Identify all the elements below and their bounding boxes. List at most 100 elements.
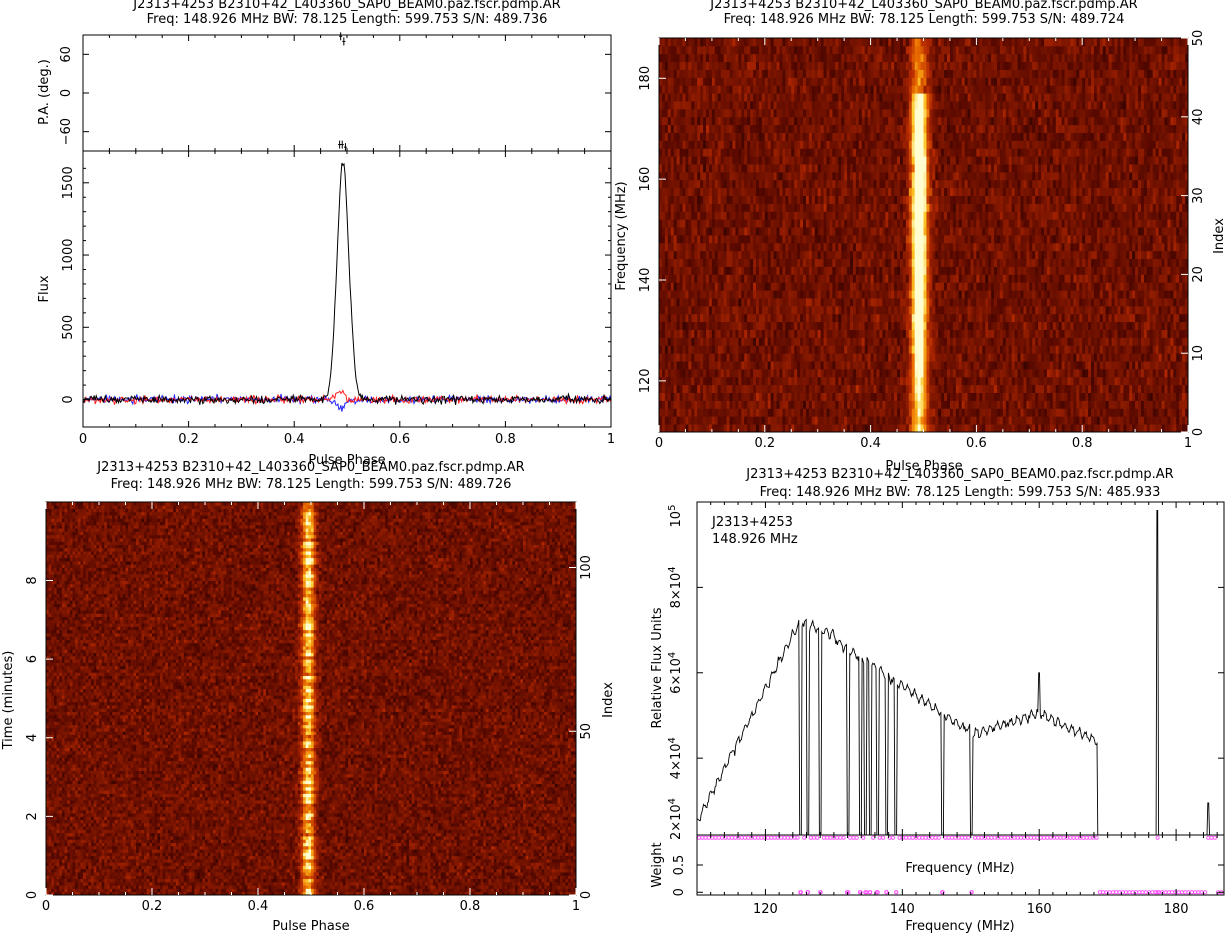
heatmap-cell [944,330,947,338]
heatmap-cell [750,377,753,385]
heatmap-cell [821,385,824,393]
heatmap-cell [874,361,877,369]
heatmap-cell [1009,345,1012,353]
heatmap-cell [1065,282,1068,290]
heatmap-cell [1082,274,1085,282]
heatmap-cell [706,322,709,330]
heatmap-cell [862,337,865,345]
heatmap-cell [683,385,686,393]
heatmap-cell [994,251,997,259]
heatmap-cell [850,306,853,314]
heatmap-cell [1085,274,1088,282]
heatmap-cell [888,345,891,353]
heatmap-cell [1159,282,1162,290]
heatmap-cell [1079,361,1082,369]
heatmap-cell [694,243,697,251]
heatmap-cell [824,377,827,385]
heatmap-cell [1041,298,1044,306]
heatmap-cell [1117,314,1120,322]
heatmap-cell [915,416,918,424]
heatmap-cell [1162,290,1165,298]
heatmap-cell [944,400,947,408]
heatmap-cell [982,314,985,322]
heatmap-cell [915,235,918,243]
heatmap-cell [985,400,988,408]
heatmap-cell [1006,251,1009,259]
heatmap-cell [1091,416,1094,424]
heatmap-cell [926,393,929,401]
heatmap-cell [1091,353,1094,361]
heatmap-cell [838,290,841,298]
heatmap-cell [797,274,800,282]
heatmap-cell [1050,243,1053,251]
heatmap-cell [824,251,827,259]
heatmap-cell [850,235,853,243]
heatmap-cell [941,322,944,330]
heatmap-cell [900,298,903,306]
heatmap-cell [1126,282,1129,290]
heatmap-cell [691,353,694,361]
heatmap-cell [1023,282,1026,290]
heatmap-cell [853,337,856,345]
heatmap-cell [671,282,674,290]
heatmap-cell [762,274,765,282]
heatmap-cell [683,337,686,345]
heatmap-cell [988,251,991,259]
heatmap-cell [1020,314,1023,322]
heatmap-cell [1115,408,1118,416]
heatmap-cell [665,330,668,338]
heatmap-cell [944,243,947,251]
heatmap-cell [818,282,821,290]
heatmap-cell [812,361,815,369]
heatmap-cell [932,227,935,235]
heatmap-cell [744,385,747,393]
heatmap-cell [785,393,788,401]
heatmap-cell [982,408,985,416]
heatmap-cell [674,424,677,432]
heatmap-cell [777,267,780,275]
heatmap-cell [809,219,812,227]
heatmap-cell [1053,369,1056,377]
heatmap-cell [685,243,688,251]
heatmap-cell [809,393,812,401]
heatmap-cell [1150,235,1153,243]
heatmap-cell [1082,298,1085,306]
heatmap-cell [800,385,803,393]
heatmap-cell [841,330,844,338]
heatmap-cell [926,298,929,306]
heatmap-cell [1073,282,1076,290]
heatmap-cell [903,424,906,432]
heatmap-cell [1026,282,1029,290]
heatmap-cell [1159,330,1162,338]
heatmap-cell [903,408,906,416]
heatmap-cell [694,251,697,259]
heatmap-cell [985,337,988,345]
heatmap-cell [985,314,988,322]
heatmap-cell [874,274,877,282]
heatmap-cell [1170,393,1173,401]
heatmap-cell [774,282,777,290]
heatmap-cell [1144,337,1147,345]
heatmap-cell [1047,337,1050,345]
heatmap-cell [1150,306,1153,314]
heatmap-cell [1020,251,1023,259]
heatmap-cell [797,243,800,251]
heatmap-cell [926,314,929,322]
heatmap-cell [727,243,730,251]
heatmap-cell [865,259,868,267]
heatmap-cell [876,393,879,401]
heatmap-cell [915,314,918,322]
heatmap-cell [1082,353,1085,361]
heatmap-cell [994,227,997,235]
heatmap-cell [965,369,968,377]
heatmap-cell [1173,393,1176,401]
heatmap-cell [668,424,671,432]
heatmap-cell [668,243,671,251]
heatmap-cell [1115,259,1118,267]
heatmap-cell [912,306,915,314]
heatmap-cell [985,243,988,251]
heatmap-cell [800,243,803,251]
heatmap-cell [1112,345,1115,353]
heatmap-cell [677,243,680,251]
heatmap-cell [903,330,906,338]
